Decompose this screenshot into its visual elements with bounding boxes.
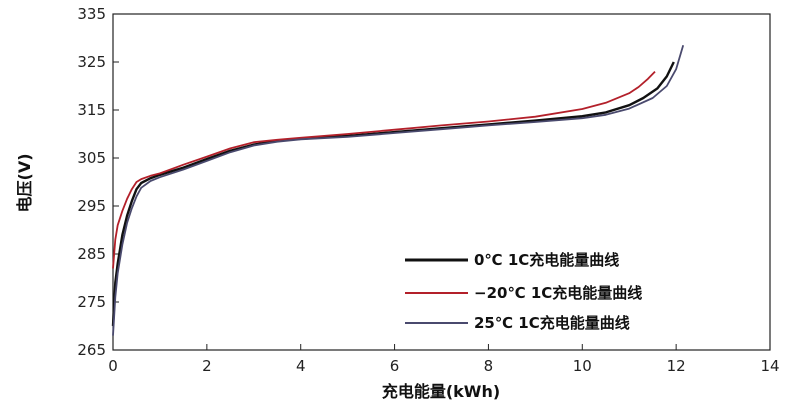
x-tick-label: 2 xyxy=(202,357,212,375)
series-lines xyxy=(111,44,685,336)
x-tick-label: 10 xyxy=(573,357,592,375)
legend-label-2: 25℃ 1C充电能量曲线 xyxy=(474,314,630,332)
y-tick-label: 305 xyxy=(77,149,106,167)
x-axis-title: 充电能量(kWh) xyxy=(382,382,500,401)
y-tick-label: 325 xyxy=(77,53,106,71)
legend-label-1: −20℃ 1C充电能量曲线 xyxy=(474,284,642,302)
series-line-2 xyxy=(112,44,685,336)
plot-frame xyxy=(112,13,771,351)
x-tick-label: 14 xyxy=(760,357,779,375)
x-tick-label: 8 xyxy=(484,357,494,375)
y-tick-label: 335 xyxy=(77,5,106,23)
series-line-1 xyxy=(112,70,656,269)
x-tick-label: 6 xyxy=(390,357,400,375)
x-tick-label: 0 xyxy=(108,357,118,375)
y-tick-label: 275 xyxy=(77,293,106,311)
legend-label-0: 0℃ 1C充电能量曲线 xyxy=(474,251,619,269)
y-axis-ticks: 265 275 285 295 305 315 325 335 xyxy=(77,5,119,359)
y-tick-label: 265 xyxy=(77,341,106,359)
x-tick-label: 12 xyxy=(667,357,686,375)
series-line-0 xyxy=(111,61,675,327)
legend: 0℃ 1C充电能量曲线 −20℃ 1C充电能量曲线 25℃ 1C充电能量曲线 xyxy=(405,251,642,332)
y-tick-label: 315 xyxy=(77,101,106,119)
x-tick-label: 4 xyxy=(296,357,306,375)
x-axis-ticks: 0 2 4 6 8 10 12 14 xyxy=(108,344,780,375)
y-tick-label: 295 xyxy=(77,197,106,215)
y-tick-label: 285 xyxy=(77,245,106,263)
y-axis-title: 电压(V) xyxy=(15,153,34,212)
